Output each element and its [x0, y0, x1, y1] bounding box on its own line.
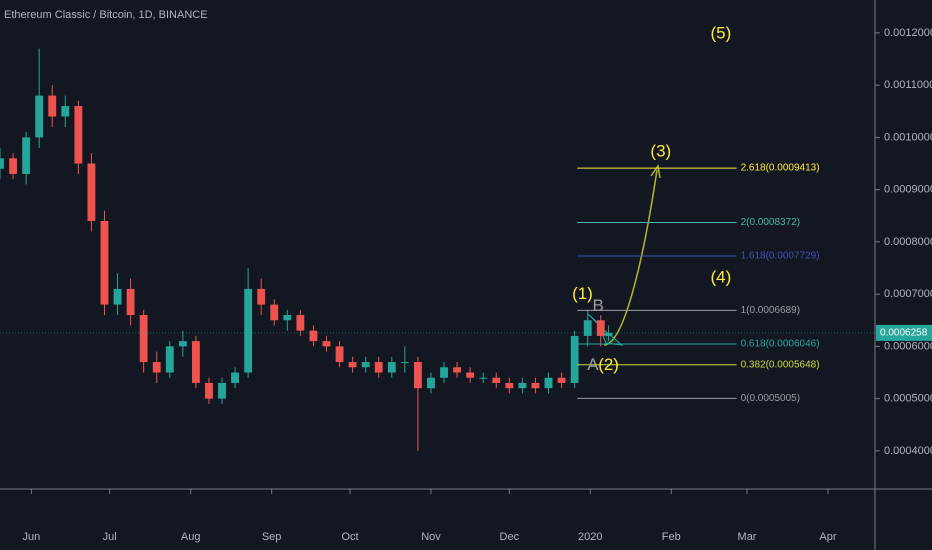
- candle-body: [9, 158, 17, 174]
- candle-body: [440, 367, 448, 378]
- candle-body: [544, 377, 553, 389]
- candle-body: [74, 106, 83, 164]
- candle-body: [413, 362, 422, 389]
- y-tick-label: 0.0012000: [884, 27, 932, 39]
- projection-arrowhead: [650, 164, 661, 179]
- candle-body: [283, 315, 292, 321]
- candle-body: [244, 288, 253, 373]
- candle-body: [0, 158, 4, 169]
- x-tick-label: Mar: [738, 531, 757, 543]
- candle-body: [22, 137, 31, 174]
- candle-body: [87, 163, 96, 221]
- projection-curve: [603, 169, 658, 346]
- wave-label: (2): [598, 355, 619, 374]
- candle-body: [427, 377, 435, 389]
- last-price-box: [876, 324, 932, 341]
- candle-body: [257, 288, 266, 305]
- candle-body: [505, 382, 514, 389]
- candle-body: [531, 382, 540, 389]
- candle-body: [296, 315, 305, 331]
- fib-label: 2.618(0.0009413): [741, 163, 820, 174]
- y-tick-label: 0.0006000: [884, 340, 932, 352]
- x-tick-label: Nov: [421, 531, 441, 543]
- wave-label: B: [592, 296, 603, 315]
- wave-label: (1): [572, 284, 593, 303]
- fib-label: 0.618(0.0006046): [741, 339, 820, 350]
- wave-label: (5): [711, 23, 732, 42]
- x-tick-label: Aug: [181, 531, 201, 543]
- candle-body: [126, 288, 135, 316]
- x-tick-label: Dec: [500, 531, 520, 543]
- candle-body: [218, 382, 226, 399]
- candle-body: [583, 320, 592, 336]
- candle-body: [518, 382, 527, 389]
- chart-title: Ethereum Classic / Bitcoin, 1D, BINANCE: [4, 9, 208, 21]
- candle-body: [335, 346, 344, 363]
- candle-body: [570, 335, 579, 383]
- fib-label: 2(0.0008372): [741, 217, 801, 228]
- candle-body: [309, 330, 318, 342]
- candle-body: [178, 341, 187, 347]
- wave-label: (4): [711, 267, 732, 286]
- wave-label: (3): [650, 142, 671, 161]
- candle-body: [596, 320, 605, 336]
- y-tick-label: 0.0008000: [884, 236, 932, 248]
- candle-body: [604, 332, 613, 336]
- candle-body: [231, 372, 239, 383]
- candle-body: [453, 367, 462, 373]
- candle-body: [205, 382, 213, 399]
- candle-body: [48, 95, 57, 117]
- candle-body: [322, 341, 331, 347]
- candle-body: [139, 315, 148, 363]
- fib-label: 0(0.0005005): [741, 393, 801, 404]
- candle-body: [466, 372, 475, 378]
- candle-body: [270, 304, 279, 321]
- x-tick-label: Jun: [22, 531, 40, 543]
- x-tick-label: Feb: [662, 531, 681, 543]
- candle-body: [492, 377, 501, 383]
- candle-body: [61, 106, 70, 117]
- candle-body: [557, 377, 566, 383]
- candle-body: [35, 95, 44, 138]
- x-tick-label: Apr: [819, 531, 836, 543]
- last-price-label: 0.0006258: [880, 328, 928, 339]
- candle-body: [348, 362, 357, 368]
- y-tick-label: 0.0004000: [884, 445, 932, 457]
- candle-body: [361, 362, 370, 368]
- y-tick-label: 0.0011000: [884, 79, 932, 91]
- x-tick-label: Jul: [103, 531, 117, 543]
- candle-body: [113, 288, 122, 305]
- candle-body: [374, 362, 383, 373]
- candle-body: [165, 346, 174, 373]
- y-tick-label: 0.0005000: [884, 393, 932, 405]
- x-tick-label: Oct: [341, 531, 358, 543]
- candle-body: [400, 362, 409, 364]
- y-tick-label: 0.0007000: [884, 288, 932, 300]
- candle-body: [191, 341, 200, 383]
- candle-body: [100, 220, 109, 305]
- fib-label: 1(0.0006689): [741, 305, 801, 316]
- candle-body: [479, 377, 488, 379]
- y-tick-label: 0.0010000: [884, 131, 932, 143]
- fib-label: 0.382(0.0005648): [741, 359, 820, 370]
- x-tick-label: 2020: [578, 531, 602, 543]
- candle-body: [152, 362, 161, 373]
- wave-label: A: [587, 355, 599, 374]
- x-tick-label: Sep: [262, 531, 282, 543]
- y-tick-label: 0.0009000: [884, 184, 932, 196]
- candle-body: [387, 362, 396, 373]
- fib-label: 1.618(0.0007729): [741, 251, 820, 262]
